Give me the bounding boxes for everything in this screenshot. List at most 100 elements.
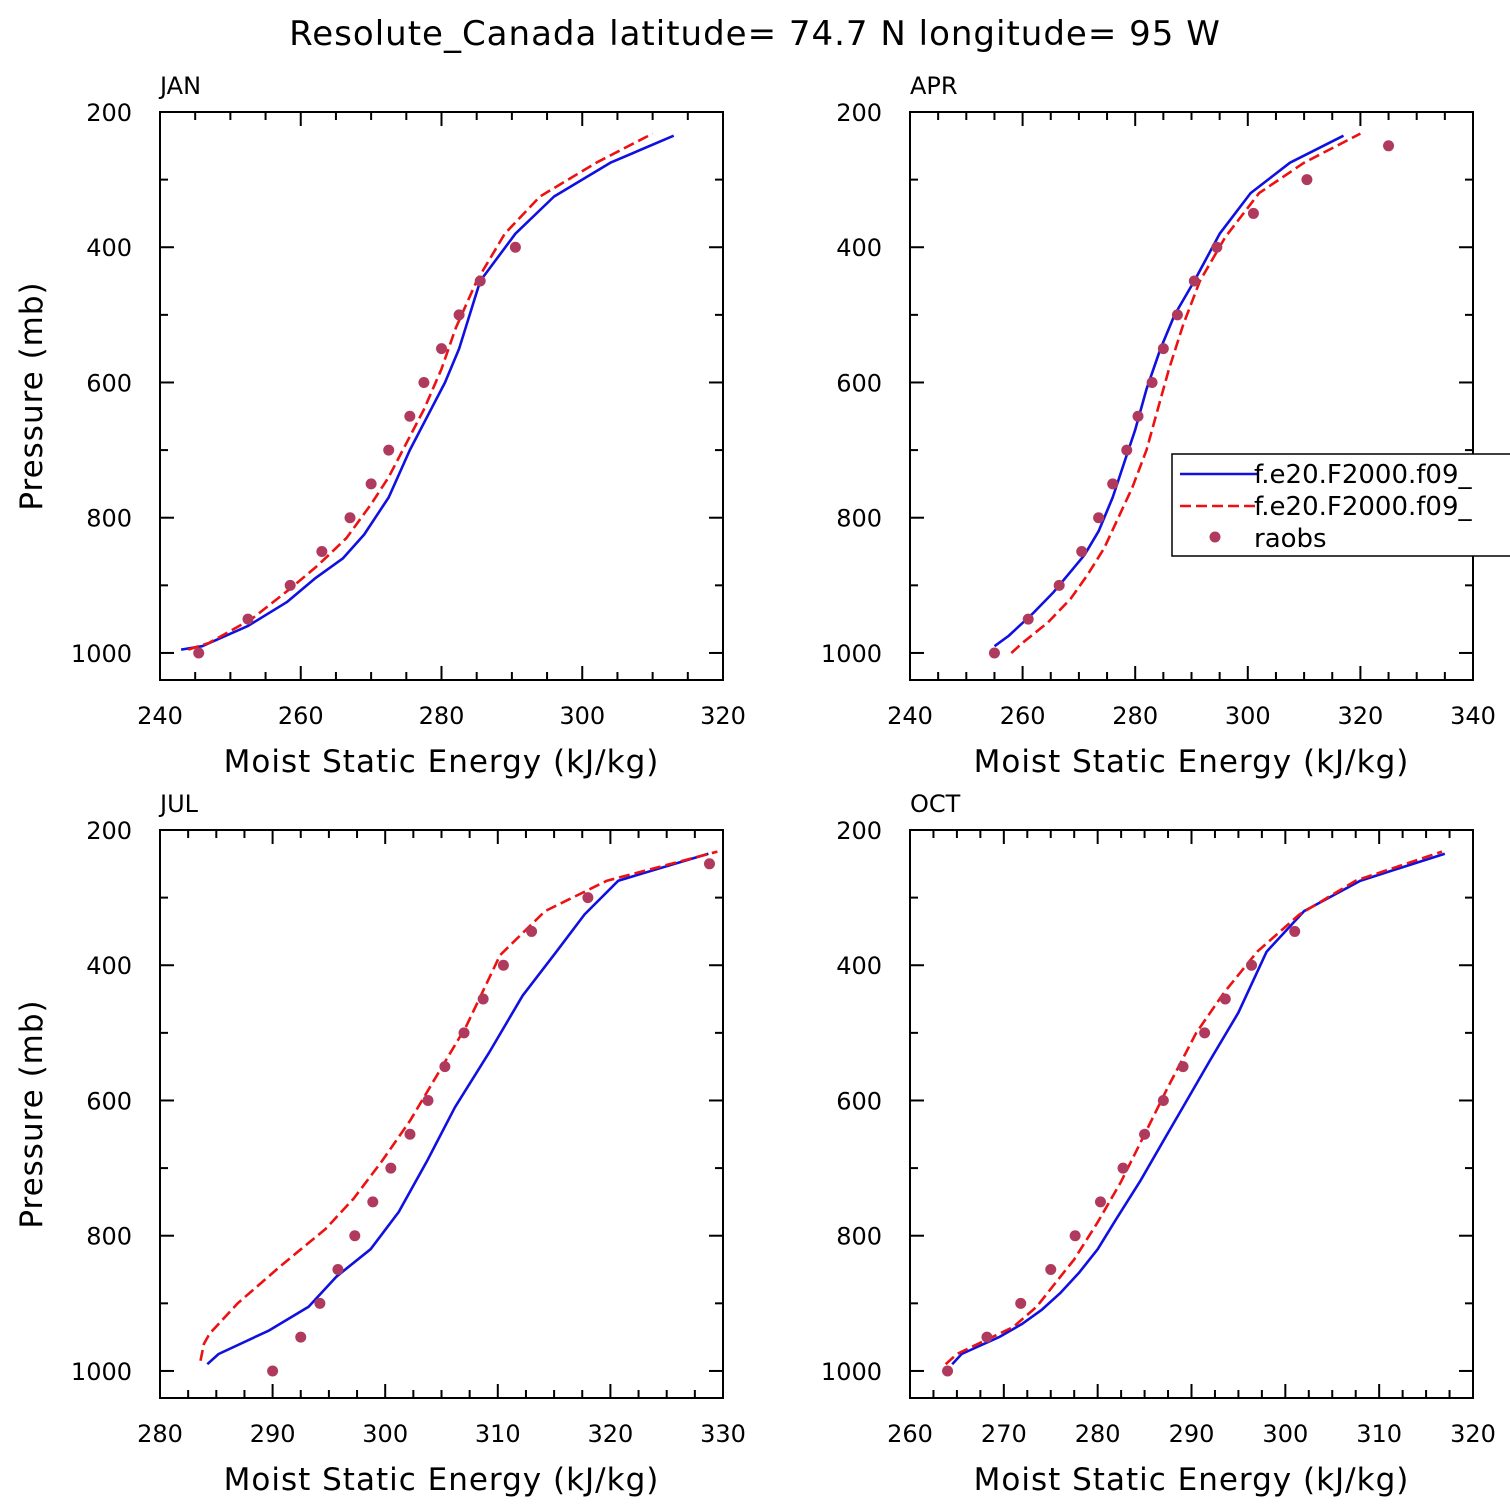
y-axis-label: Pressure (mb) [14,281,50,510]
panel-label: APR [910,72,958,100]
raobs-point [193,647,205,659]
x-tick-label: 260 [1000,702,1046,730]
raobs-point [422,1094,434,1106]
x-tick-label: 320 [587,1420,633,1448]
legend-marker-raobs [1209,531,1221,543]
x-tick-label: 340 [1450,702,1496,730]
series-group [199,850,718,1377]
raobs-point [1053,579,1065,591]
x-tick-label: 320 [700,702,746,730]
raobs-point [526,925,538,937]
y-tick-label: 1000 [821,640,882,668]
raobs-point [1146,376,1158,388]
raobs-point [458,1027,470,1039]
y-tick-label: 200 [836,99,882,127]
raobs-point [1219,993,1231,1005]
raobs-point [1383,140,1395,152]
series-group [180,132,675,659]
raobs-point [284,579,296,591]
raobs-point [439,1061,451,1073]
y-tick-label: 400 [86,952,132,980]
raobs-point [1247,207,1259,219]
x-tick-label: 290 [1169,1420,1215,1448]
plot-frame [909,111,1474,681]
y-tick-label: 200 [86,99,132,127]
raobs-point [383,444,395,456]
raobs-point [1199,1027,1211,1039]
raobs-point [316,546,328,558]
x-tick-label: 320 [1337,702,1383,730]
y-tick-label: 400 [86,234,132,262]
series-line-dashed [199,850,718,1362]
raobs-point [1246,959,1258,971]
raobs-point [365,478,377,490]
y-tick-label: 400 [836,234,882,262]
raobs-point [1121,444,1133,456]
series-line-dashed [1010,132,1361,654]
raobs-point [474,275,486,287]
plot-frame [909,829,1474,1399]
raobs-point [267,1365,279,1377]
raobs-point [1107,478,1119,490]
y-tick-label: 400 [836,952,882,980]
raobs-point [1093,512,1105,524]
x-tick-label: 300 [1262,1420,1308,1448]
raobs-point [981,1331,993,1343]
raobs-point [1015,1297,1027,1309]
raobs-point [314,1297,326,1309]
raobs-point [1171,309,1183,321]
panel-apr: APR 240 260 280 300 320 340 200 400 600 800 1000 Moi… [821,72,1510,780]
series-line-solid [951,852,1446,1366]
raobs-point [404,1128,416,1140]
panel-label: JAN [158,72,201,100]
raobs-point [418,376,430,388]
y-tick-label: 200 [836,817,882,845]
y-tick-label: 800 [836,505,882,533]
raobs-point [1211,241,1223,253]
raobs-point [988,647,1000,659]
x-tick-label: 270 [981,1420,1027,1448]
panels: JAN 240 260 280 300 320 200 400 600 800 1000 Moist … [14,72,1510,1498]
panel-label: OCT [910,790,961,818]
panel-jan: JAN 240 260 280 300 320 200 400 600 800 1000 Moist … [14,72,746,780]
legend: f.e20.F2000.f09_f.e20.F2000.f09_raobs [1171,453,1510,557]
series-line-solid [206,852,709,1366]
y-tick-label: 1000 [821,1358,882,1386]
raobs-point [385,1162,397,1174]
x-tick-label: 280 [1075,1420,1121,1448]
raobs-point [295,1331,307,1343]
plot-frame [159,111,724,681]
raobs-point [477,993,489,1005]
x-tick-label: 240 [137,702,183,730]
raobs-point [1188,275,1200,287]
raobs-point [436,343,447,355]
raobs-point [404,410,416,422]
raobs-point [367,1196,379,1208]
legend-entry: raobs [1254,524,1327,554]
series-line-solid [993,134,1345,648]
x-tick-label: 280 [1112,702,1158,730]
raobs-point [332,1264,344,1276]
raobs-point [582,892,594,904]
raobs-point [703,858,715,870]
y-tick-label: 1000 [71,1358,132,1386]
x-tick-label: 310 [475,1420,521,1448]
x-axis-label: Moist Static Energy (kJ/kg) [974,744,1410,780]
x-tick-label: 260 [887,1420,933,1448]
y-tick-label: 600 [86,369,132,397]
x-axis-label: Moist Static Energy (kJ/kg) [224,1462,660,1498]
series-group [988,132,1395,659]
series-line-solid [180,134,675,651]
raobs-point [242,613,254,625]
y-tick-label: 600 [836,1087,882,1115]
y-tick-label: 600 [836,369,882,397]
y-tick-label: 800 [86,1223,132,1251]
x-axis-label: Moist Static Energy (kJ/kg) [224,744,660,780]
raobs-point [1139,1128,1151,1140]
y-tick-label: 800 [86,505,132,533]
x-tick-label: 300 [559,702,605,730]
raobs-point [344,512,356,524]
panel-oct: OCT 260 270 280 290 300 310 320 200 400 600 800 1000… [821,790,1496,1498]
raobs-point [349,1230,361,1242]
